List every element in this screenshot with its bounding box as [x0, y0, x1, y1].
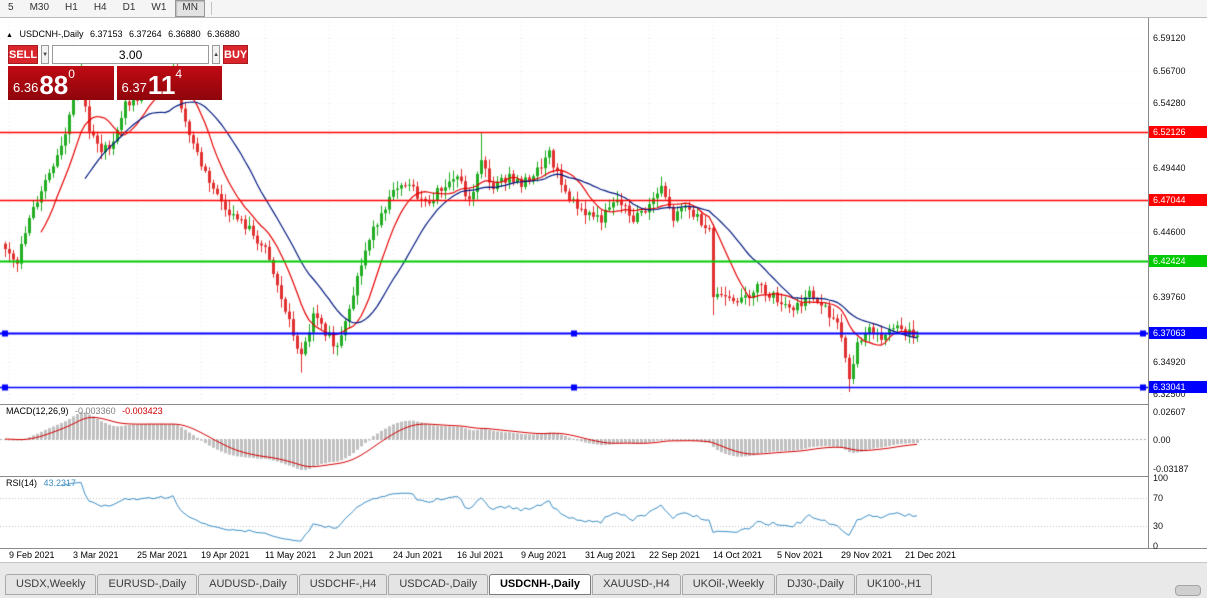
date-axis-label: 14 Oct 2021	[713, 550, 763, 560]
one-click-trading-panel: SELL ▼ ▲ BUY 6.36 88 0 6.37 11 4	[8, 45, 249, 100]
macd-indicator-header: MACD(12,26,9) -0.003360 -0.003423	[6, 406, 167, 416]
chart-tab-usdcad-daily[interactable]: USDCAD-,Daily	[388, 574, 488, 595]
bid-price-big-digits: 88	[39, 70, 69, 100]
price-axis-label: 6.56700	[1153, 66, 1186, 76]
chart-ohlc-header: ▲ USDCNH-,Daily 6.37153 6.37264 6.36880 …	[6, 29, 244, 39]
bid-price-superscript: 0	[68, 67, 75, 81]
macd-axis-bottom-label: -0.03187	[1153, 464, 1189, 474]
rsi-indicator-header: RSI(14) 43.2317	[6, 478, 80, 488]
bid-price-display[interactable]: 6.36 88 0	[8, 66, 114, 100]
price-axis[interactable]: 6.59120 6.56700 6.54280 6.49440 6.44600 6.397…	[1148, 18, 1207, 551]
macd-panel-separator[interactable]	[0, 404, 1207, 405]
date-axis-label: 16 Jul 2021	[457, 550, 504, 560]
date-axis-label: 19 Apr 2021	[201, 550, 250, 560]
chart-tab-uk100-h1[interactable]: UK100-,H1	[855, 574, 933, 595]
price-chart-canvas[interactable]	[0, 18, 1148, 548]
volume-decrease-button[interactable]: ▼	[41, 45, 50, 64]
price-line-badge: 6.52126	[1149, 126, 1207, 138]
volume-input[interactable]	[52, 45, 210, 64]
timeframe-button-d1[interactable]: D1	[122, 2, 136, 13]
chart-title: USDCNH-,Daily	[19, 29, 84, 39]
chart-tabs: USDX,Weekly EURUSD-,Daily AUDUSD-,Daily USD…	[0, 569, 1207, 595]
price-axis-label: 6.32500	[1153, 389, 1186, 399]
ohlc-open: 6.37153	[89, 29, 123, 39]
bid-price-prefix: 6.36	[13, 80, 39, 95]
price-axis-label: 6.44600	[1153, 227, 1186, 237]
ohlc-low: 6.36880	[168, 29, 201, 39]
price-line-badge: 6.33041	[1149, 381, 1207, 393]
one-click-panel-toggle-icon[interactable]: ▲	[6, 32, 13, 39]
date-axis-label: 24 Jun 2021	[393, 550, 443, 560]
chart-bottom-border	[0, 548, 1207, 549]
timeframe-button-m30[interactable]: M30	[29, 2, 50, 13]
date-axis-label: 9 Aug 2021	[521, 550, 567, 560]
ask-price-superscript: 4	[175, 67, 182, 81]
price-line-badge: 6.37063	[1149, 327, 1207, 339]
chart-tab-dj30-daily[interactable]: DJ30-,Daily	[776, 574, 855, 595]
ask-price-prefix: 6.37	[121, 80, 147, 95]
date-axis-label: 3 Mar 2021	[73, 550, 119, 560]
rsi-label: RSI(14)	[6, 478, 38, 488]
price-axis-label: 6.39760	[1153, 292, 1186, 302]
macd-axis-zero-label: 0.00	[1153, 435, 1171, 445]
price-axis-label: 6.54280	[1153, 98, 1186, 108]
toolbar-divider	[210, 2, 212, 15]
chart-tab-usdchf-h4[interactable]: USDCHF-,H4	[298, 574, 388, 595]
volume-increase-button[interactable]: ▲	[212, 45, 221, 64]
ask-price-display[interactable]: 6.37 11 4	[116, 66, 222, 100]
timeframe-button-mn[interactable]: MN	[175, 0, 205, 17]
macd-signal-value: -0.003423	[122, 406, 163, 416]
rsi-axis-label: 0	[1153, 541, 1159, 551]
rsi-axis-label: 30	[1153, 521, 1164, 531]
chart-tabs-bar: USDX,Weekly EURUSD-,Daily AUDUSD-,Daily USD…	[0, 562, 1207, 598]
date-axis-label: 5 Nov 2021	[777, 550, 824, 560]
chart-tab-audusd-daily[interactable]: AUDUSD-,Daily	[198, 574, 298, 595]
macd-main-value: -0.003360	[75, 406, 116, 416]
rsi-axis-label: 100	[1153, 473, 1169, 483]
date-axis-label: 21 Dec 2021	[905, 550, 957, 560]
price-axis-label: 6.49440	[1153, 163, 1186, 173]
ask-price-big-digits: 11	[147, 70, 176, 100]
tab-scrollbar-thumb[interactable]	[1175, 585, 1201, 596]
chart-tab-usdcnh-daily[interactable]: USDCNH-,Daily	[488, 574, 592, 595]
chart-tab-eurusd-daily[interactable]: EURUSD-,Daily	[97, 574, 198, 595]
price-line-badge: 6.47044	[1149, 194, 1207, 206]
rsi-panel-separator[interactable]	[0, 476, 1207, 477]
timeframe-button-5[interactable]: 5	[8, 2, 14, 13]
rsi-axis-label: 70	[1153, 493, 1164, 503]
date-axis-label: 31 Aug 2021	[585, 550, 636, 560]
rsi-value: 43.2317	[43, 478, 77, 488]
timeframe-toolbar: 5 M30 H1 H4 D1 W1 MN	[0, 0, 1207, 18]
macd-label: MACD(12,26,9)	[6, 406, 69, 416]
timeframe-button-h1[interactable]: H1	[65, 2, 78, 13]
chart-tab-ukoil-weekly[interactable]: UKOil-,Weekly	[681, 574, 775, 595]
date-axis-label: 2 Jun 2021	[329, 550, 374, 560]
macd-axis-top-label: 0.02607	[1153, 407, 1186, 417]
price-line-badge: 6.42424	[1149, 255, 1207, 267]
price-axis-label: 6.59120	[1153, 33, 1186, 43]
chart-tab-usdx-weekly[interactable]: USDX,Weekly	[5, 574, 97, 595]
date-axis-label: 9 Feb 2021	[9, 550, 55, 560]
ohlc-close: 6.36880	[207, 29, 240, 39]
date-axis-label: 25 Mar 2021	[137, 550, 188, 560]
sell-button[interactable]: SELL	[8, 45, 39, 64]
timeframe-button-h4[interactable]: H4	[93, 2, 107, 13]
date-axis-label: 29 Nov 2021	[841, 550, 893, 560]
date-axis[interactable]: 9 Feb 2021 3 Mar 2021 25 Mar 2021 19 Apr 20…	[0, 549, 1207, 562]
ohlc-high: 6.37264	[129, 29, 162, 39]
buy-button[interactable]: BUY	[223, 45, 249, 64]
timeframe-button-w1[interactable]: W1	[151, 2, 167, 13]
price-axis-label: 6.34920	[1153, 357, 1186, 367]
date-axis-label: 22 Sep 2021	[649, 550, 701, 560]
chart-tab-xauusd-h4[interactable]: XAUUSD-,H4	[592, 574, 681, 595]
date-axis-label: 11 May 2021	[265, 550, 317, 560]
